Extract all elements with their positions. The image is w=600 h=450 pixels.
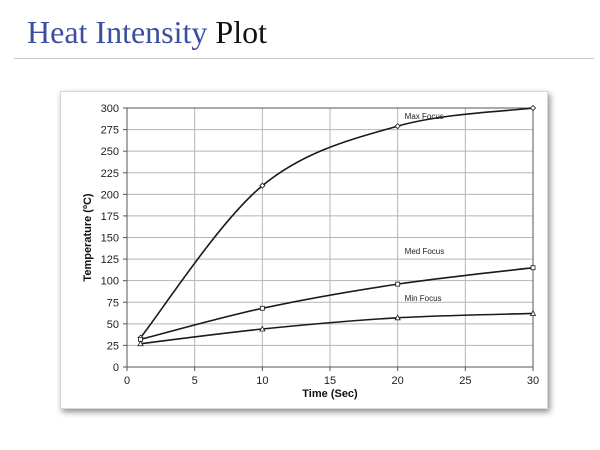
y-tick-label: 300: [101, 103, 119, 115]
y-tick-label: 175: [101, 211, 119, 223]
y-tick-label: 275: [101, 125, 119, 137]
slide-title-accent: Heat Intensity: [27, 14, 208, 50]
chart-card: 0 25 50 75 100 125 150 175 200 225 250 275 300 0 5 10 15…: [60, 91, 548, 409]
slide-title: Heat Intensity Plot: [27, 12, 267, 52]
data-point: [529, 104, 537, 112]
y-tick-label: 200: [101, 189, 119, 201]
series-line-min-focus: [140, 312, 534, 345]
data-point: [259, 305, 265, 311]
y-tick-label: 50: [107, 319, 119, 331]
x-tick-label: 25: [459, 375, 471, 387]
series-label: Max Focus: [405, 112, 444, 121]
y-tick-label: 100: [101, 276, 119, 288]
series-line-med-focus: [140, 266, 534, 341]
data-point: [530, 265, 536, 271]
data-point: [259, 325, 266, 332]
y-tick-label: 25: [107, 340, 119, 352]
slide-title-plain: Plot: [215, 14, 267, 50]
y-tick-label: 250: [101, 146, 119, 158]
data-point: [394, 123, 401, 130]
x-axis-label: Time (Sec): [302, 388, 358, 400]
data-point: [137, 340, 144, 347]
data-point: [529, 310, 537, 316]
x-tick-label: 20: [392, 375, 404, 387]
x-tick-label: 15: [324, 375, 336, 387]
x-tick-label: 0: [124, 375, 130, 387]
y-tick-label: 125: [101, 254, 119, 266]
data-point: [259, 182, 266, 189]
y-tick-label: 225: [101, 168, 119, 180]
y-tick-label: 75: [107, 297, 119, 309]
x-tick-label: 30: [527, 375, 539, 387]
y-tick-label: 150: [101, 233, 119, 245]
series-line-max-focus: [139, 107, 534, 339]
series-label: Med Focus: [405, 247, 445, 256]
data-point: [394, 314, 401, 321]
x-tick-label: 5: [192, 375, 198, 387]
y-tick-label: 0: [113, 362, 119, 374]
y-axis-label: Temperature (ºC): [82, 193, 94, 281]
title-divider: [14, 58, 594, 59]
line-chart: 0 25 50 75 100 125 150 175 200 225 250 275 300 0 5 10 15…: [82, 103, 539, 400]
data-point: [395, 281, 401, 287]
x-tick-label: 10: [256, 375, 268, 387]
series-label: Min Focus: [405, 294, 442, 303]
